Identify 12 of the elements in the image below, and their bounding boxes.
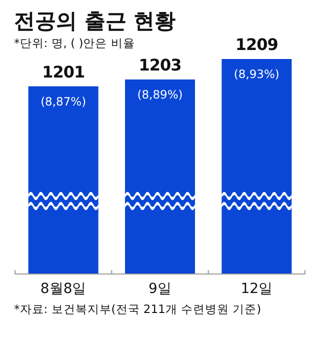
text: *자료: 보건복지부(전국 211개 수련병원 기준) (14, 302, 262, 316)
x-tick-label: 9일 (148, 281, 172, 297)
x-tick-label: 8월8일 (40, 281, 86, 297)
chart-title: 전공의 출근 현황 (14, 9, 176, 33)
data-label: 1201 (42, 62, 85, 82)
data-label: 1203 (138, 55, 182, 74)
data-label: 1209 (235, 35, 278, 54)
x-tick-label: 12일 (240, 281, 273, 297)
annotation: (8,87%) (40, 94, 86, 108)
annotation: (8,93%) (234, 67, 280, 81)
chart-subtitle: *단위: 명, ( )안은 비율 (14, 36, 135, 50)
annotation: (8,89%) (137, 87, 183, 102)
